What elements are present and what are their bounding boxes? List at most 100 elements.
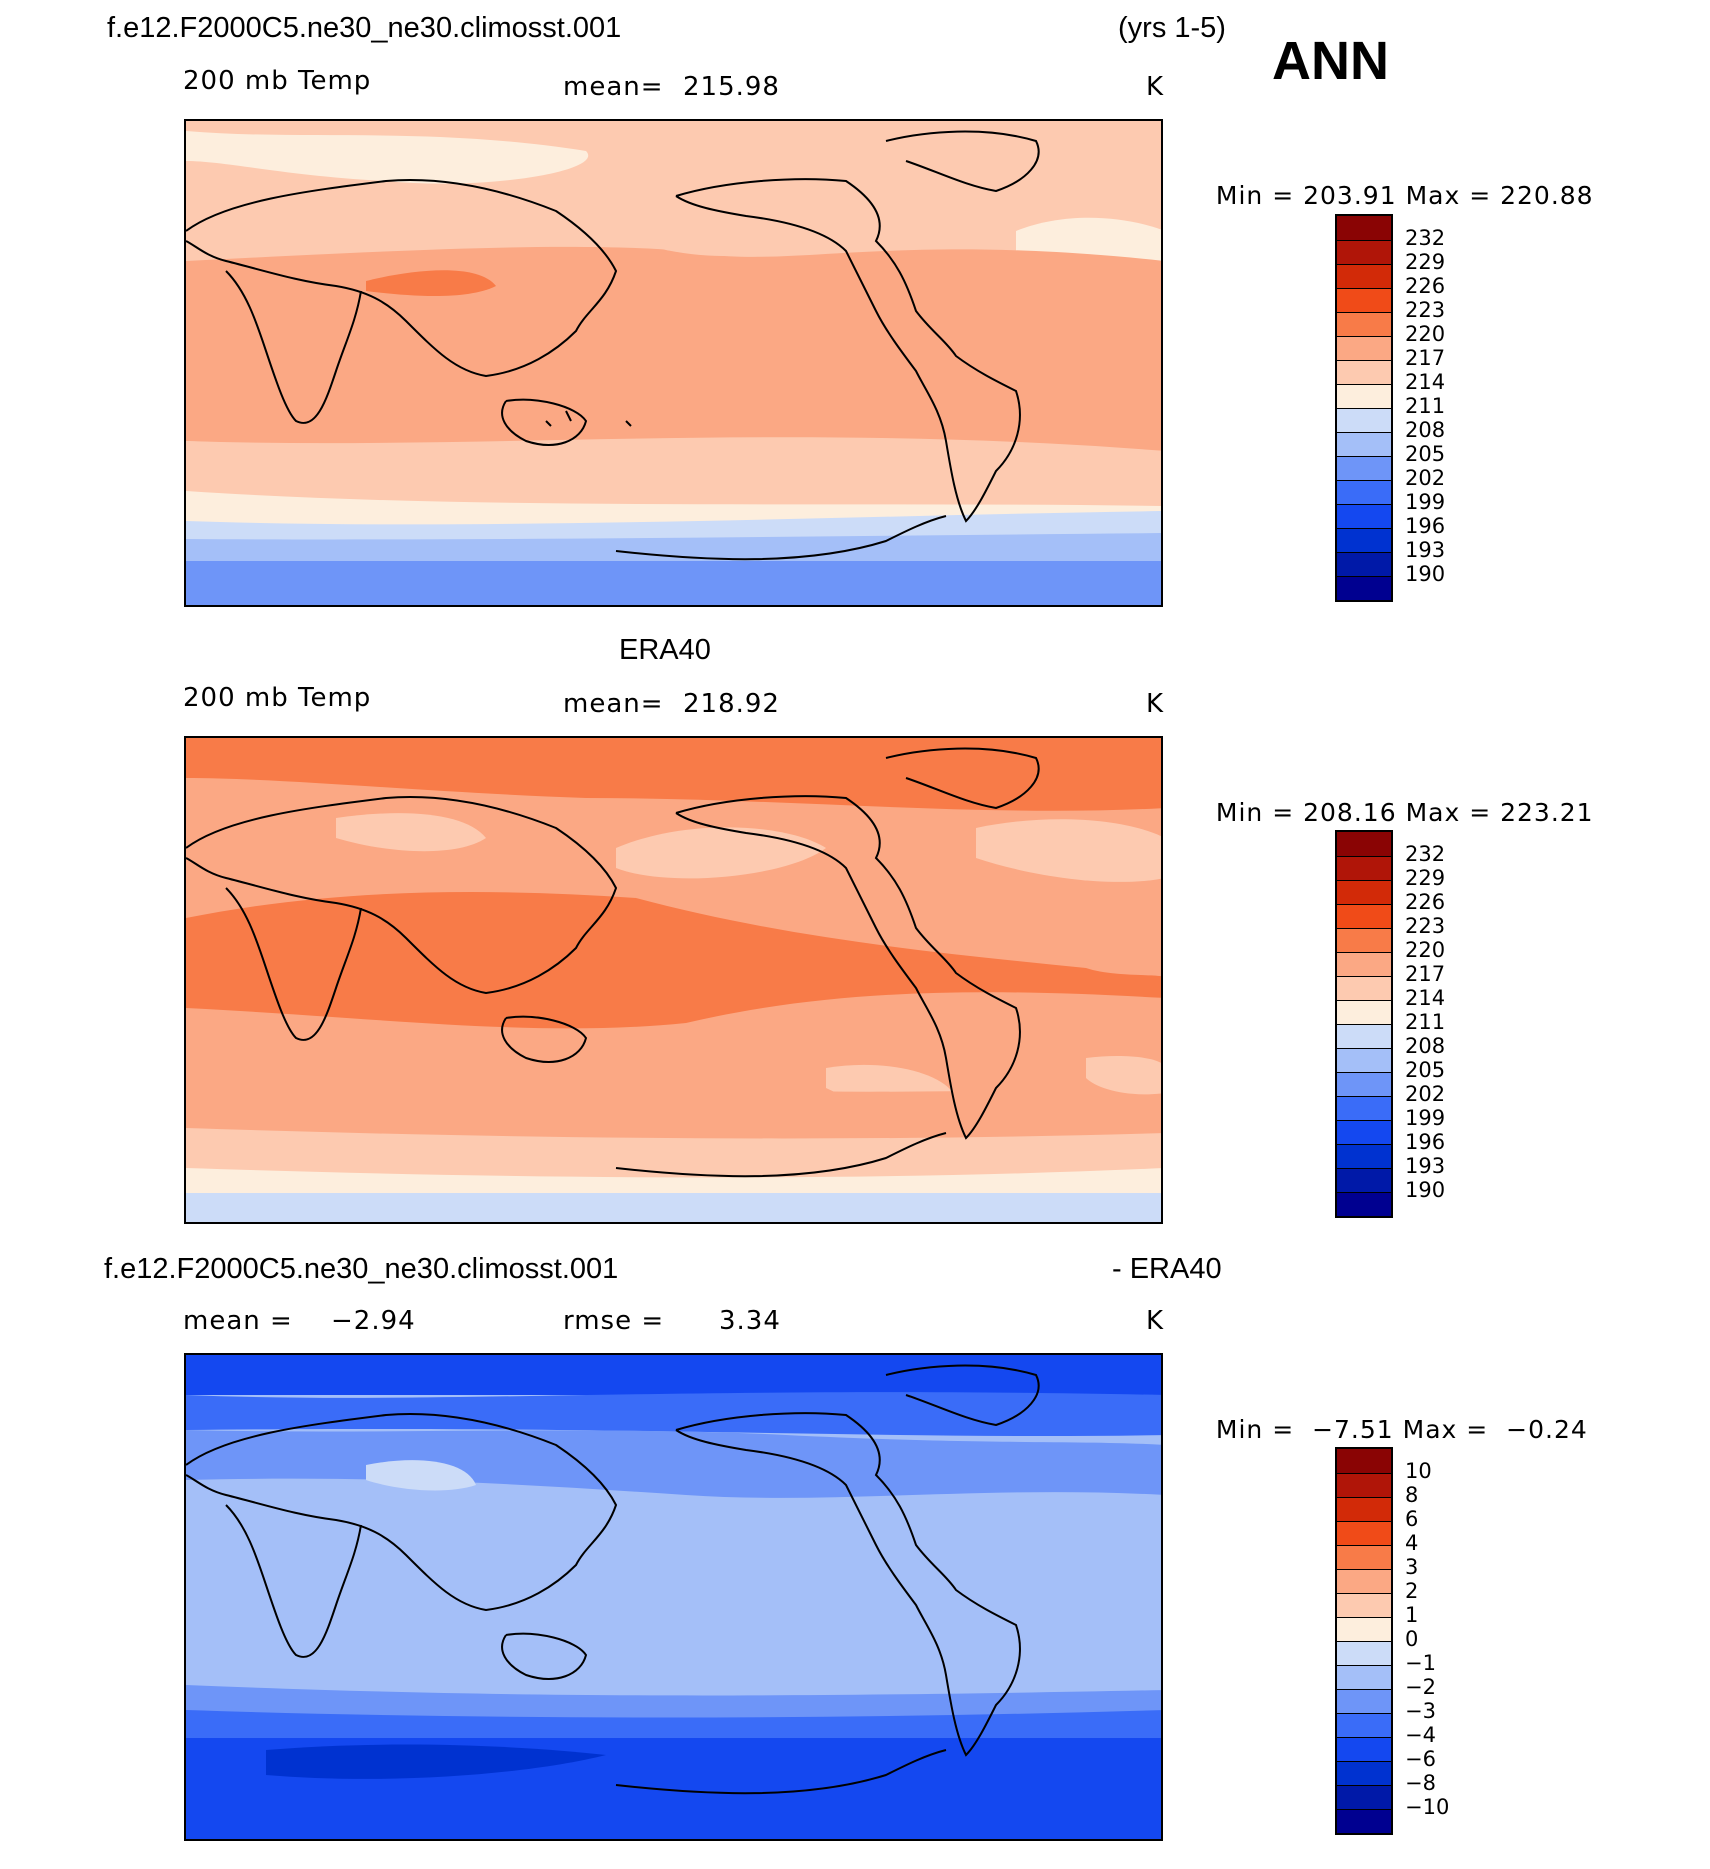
colorbar-tick-label: 196 bbox=[1405, 1130, 1446, 1154]
panel3-max-label: Max = bbox=[1402, 1415, 1489, 1444]
panel3-min-label: Min = bbox=[1215, 1415, 1295, 1444]
panel1-minmax: Min = 203.91 Max = 220.88 bbox=[1198, 152, 1594, 210]
panel1-map bbox=[184, 119, 1163, 607]
panel1-band bbox=[366, 270, 496, 296]
colorbar-tick-label: −1 bbox=[1405, 1651, 1436, 1675]
colorbar-segment bbox=[1337, 1192, 1391, 1216]
panel2-max-value: 223.21 bbox=[1500, 798, 1594, 827]
colorbar-segment bbox=[1337, 240, 1391, 264]
colorbar-segment bbox=[1337, 1809, 1391, 1833]
panel2-variable: 200 mb Temp bbox=[183, 683, 372, 713]
panel1-max-value: 220.88 bbox=[1500, 181, 1594, 210]
panel2-map-svg bbox=[186, 738, 1161, 1222]
colorbar-segment bbox=[1337, 1168, 1391, 1192]
case-title: f.e12.F2000C5.ne30_ne30.climosst.001 bbox=[107, 12, 622, 44]
colorbar-tick-label: 3 bbox=[1405, 1555, 1419, 1579]
colorbar-tick-label: 226 bbox=[1405, 274, 1446, 298]
panel2-band bbox=[1086, 1056, 1161, 1095]
colorbar-tick-label: 211 bbox=[1405, 1010, 1446, 1034]
colorbar-tick-label: 232 bbox=[1405, 842, 1446, 866]
panel1-colorbar bbox=[1335, 214, 1393, 602]
panel1-map-svg bbox=[186, 121, 1161, 605]
colorbar-segment bbox=[1337, 456, 1391, 480]
colorbar-segment bbox=[1337, 1096, 1391, 1120]
colorbar-segment bbox=[1337, 856, 1391, 880]
panel3-units: K bbox=[1146, 1306, 1165, 1336]
panel2-min-value: 208.16 bbox=[1303, 798, 1397, 827]
colorbar-tick-label: −4 bbox=[1405, 1723, 1436, 1747]
panel2-colorbar bbox=[1335, 830, 1393, 1218]
colorbar-segment bbox=[1337, 928, 1391, 952]
colorbar-tick-label: 232 bbox=[1405, 226, 1446, 250]
colorbar-tick-label: 8 bbox=[1405, 1483, 1419, 1507]
panel2-band bbox=[976, 819, 1161, 882]
colorbar-tick-label: −3 bbox=[1405, 1699, 1436, 1723]
colorbar-segment bbox=[1337, 1144, 1391, 1168]
colorbar-segment bbox=[1337, 976, 1391, 1000]
panel3-mean-label: mean = bbox=[183, 1306, 293, 1336]
colorbar-segment bbox=[1337, 952, 1391, 976]
colorbar-tick-label: 208 bbox=[1405, 418, 1446, 442]
colorbar-tick-label: 193 bbox=[1405, 1154, 1446, 1178]
panel1-min-value: 203.91 bbox=[1303, 181, 1397, 210]
panel2-band bbox=[186, 1128, 1161, 1183]
panel2-min-label: Min = bbox=[1215, 798, 1295, 827]
colorbar-tick-label: 211 bbox=[1405, 394, 1446, 418]
years-label: (yrs 1-5) bbox=[1118, 12, 1226, 44]
colorbar-segment bbox=[1337, 504, 1391, 528]
colorbar-segment bbox=[1337, 1521, 1391, 1545]
panel3-band bbox=[186, 1685, 1161, 1721]
panel3-band bbox=[366, 1460, 476, 1491]
panel1-variable: 200 mb Temp bbox=[183, 66, 372, 96]
panel1-band bbox=[186, 437, 1161, 521]
panel2-coastlines bbox=[186, 747, 1040, 1178]
colorbar-tick-label: 193 bbox=[1405, 538, 1446, 562]
colorbar-tick-label: 1 bbox=[1405, 1603, 1419, 1627]
panel3-colorbar bbox=[1335, 1447, 1393, 1835]
panel2-mean-value: 218.92 bbox=[683, 689, 780, 719]
colorbar-tick-label: 4 bbox=[1405, 1531, 1419, 1555]
panel1-band bbox=[186, 491, 1161, 521]
colorbar-segment bbox=[1337, 576, 1391, 600]
colorbar-segment bbox=[1337, 1761, 1391, 1785]
colorbar-segment bbox=[1337, 480, 1391, 504]
colorbar-segment bbox=[1337, 264, 1391, 288]
panel1-band bbox=[186, 561, 1161, 605]
colorbar-tick-label: 217 bbox=[1405, 346, 1446, 370]
colorbar-segment bbox=[1337, 904, 1391, 928]
colorbar-segment bbox=[1337, 312, 1391, 336]
colorbar-tick-label: 208 bbox=[1405, 1034, 1446, 1058]
colorbar-segment bbox=[1337, 832, 1391, 856]
colorbar-segment bbox=[1337, 1665, 1391, 1689]
panel3-max-value: −0.24 bbox=[1506, 1415, 1588, 1444]
panel2-units: K bbox=[1146, 689, 1165, 719]
panel3-mean-value: −2.94 bbox=[331, 1306, 416, 1336]
colorbar-segment bbox=[1337, 1072, 1391, 1096]
colorbar-segment bbox=[1337, 1120, 1391, 1144]
panel3-band bbox=[186, 1392, 1161, 1437]
colorbar-tick-label: 202 bbox=[1405, 1082, 1446, 1106]
colorbar-tick-label: 10 bbox=[1405, 1459, 1432, 1483]
panel3-rmse-value: 3.34 bbox=[719, 1306, 781, 1336]
colorbar-segment bbox=[1337, 552, 1391, 576]
colorbar-tick-label: 220 bbox=[1405, 322, 1446, 346]
panel3-band bbox=[186, 1710, 1161, 1746]
panel2-band bbox=[186, 892, 1161, 1029]
colorbar-segment bbox=[1337, 384, 1391, 408]
panel3-min-value: −7.51 bbox=[1312, 1415, 1394, 1444]
panel1-min-label: Min = bbox=[1215, 181, 1295, 210]
colorbar-tick-label: 214 bbox=[1405, 370, 1446, 394]
colorbar-segment bbox=[1337, 1449, 1391, 1473]
colorbar-tick-label: −8 bbox=[1405, 1771, 1436, 1795]
colorbar-tick-label: 220 bbox=[1405, 938, 1446, 962]
colorbar-segment bbox=[1337, 880, 1391, 904]
panel3-title-right: - ERA40 bbox=[1112, 1253, 1222, 1285]
colorbar-tick-label: 196 bbox=[1405, 514, 1446, 538]
colorbar-tick-label: 199 bbox=[1405, 1106, 1446, 1130]
colorbar-tick-label: 226 bbox=[1405, 890, 1446, 914]
colorbar-tick-label: 6 bbox=[1405, 1507, 1419, 1531]
panel3-map-svg bbox=[186, 1355, 1161, 1839]
colorbar-tick-label: −2 bbox=[1405, 1675, 1436, 1699]
colorbar-segment bbox=[1337, 1473, 1391, 1497]
colorbar-segment bbox=[1337, 1689, 1391, 1713]
